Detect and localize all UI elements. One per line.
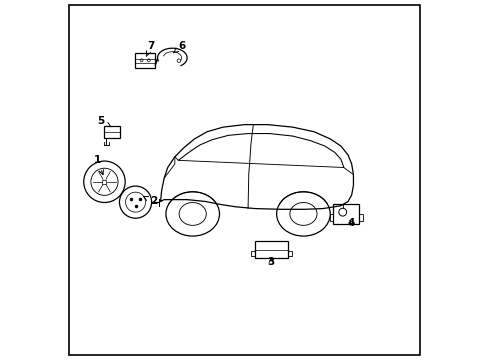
Text: 3: 3 — [267, 257, 274, 267]
Text: 4: 4 — [347, 218, 355, 228]
Bar — [103, 126, 120, 138]
Bar — [333, 203, 358, 224]
Text: 2: 2 — [143, 197, 157, 206]
Bar — [135, 53, 155, 68]
Text: 7: 7 — [146, 41, 154, 57]
Bar — [358, 214, 362, 221]
Text: 1: 1 — [94, 156, 103, 175]
Bar — [287, 251, 291, 256]
Bar — [329, 214, 333, 221]
Bar — [250, 251, 254, 256]
Text: 5: 5 — [97, 116, 110, 127]
Text: 6: 6 — [173, 41, 185, 53]
Bar — [254, 241, 287, 258]
